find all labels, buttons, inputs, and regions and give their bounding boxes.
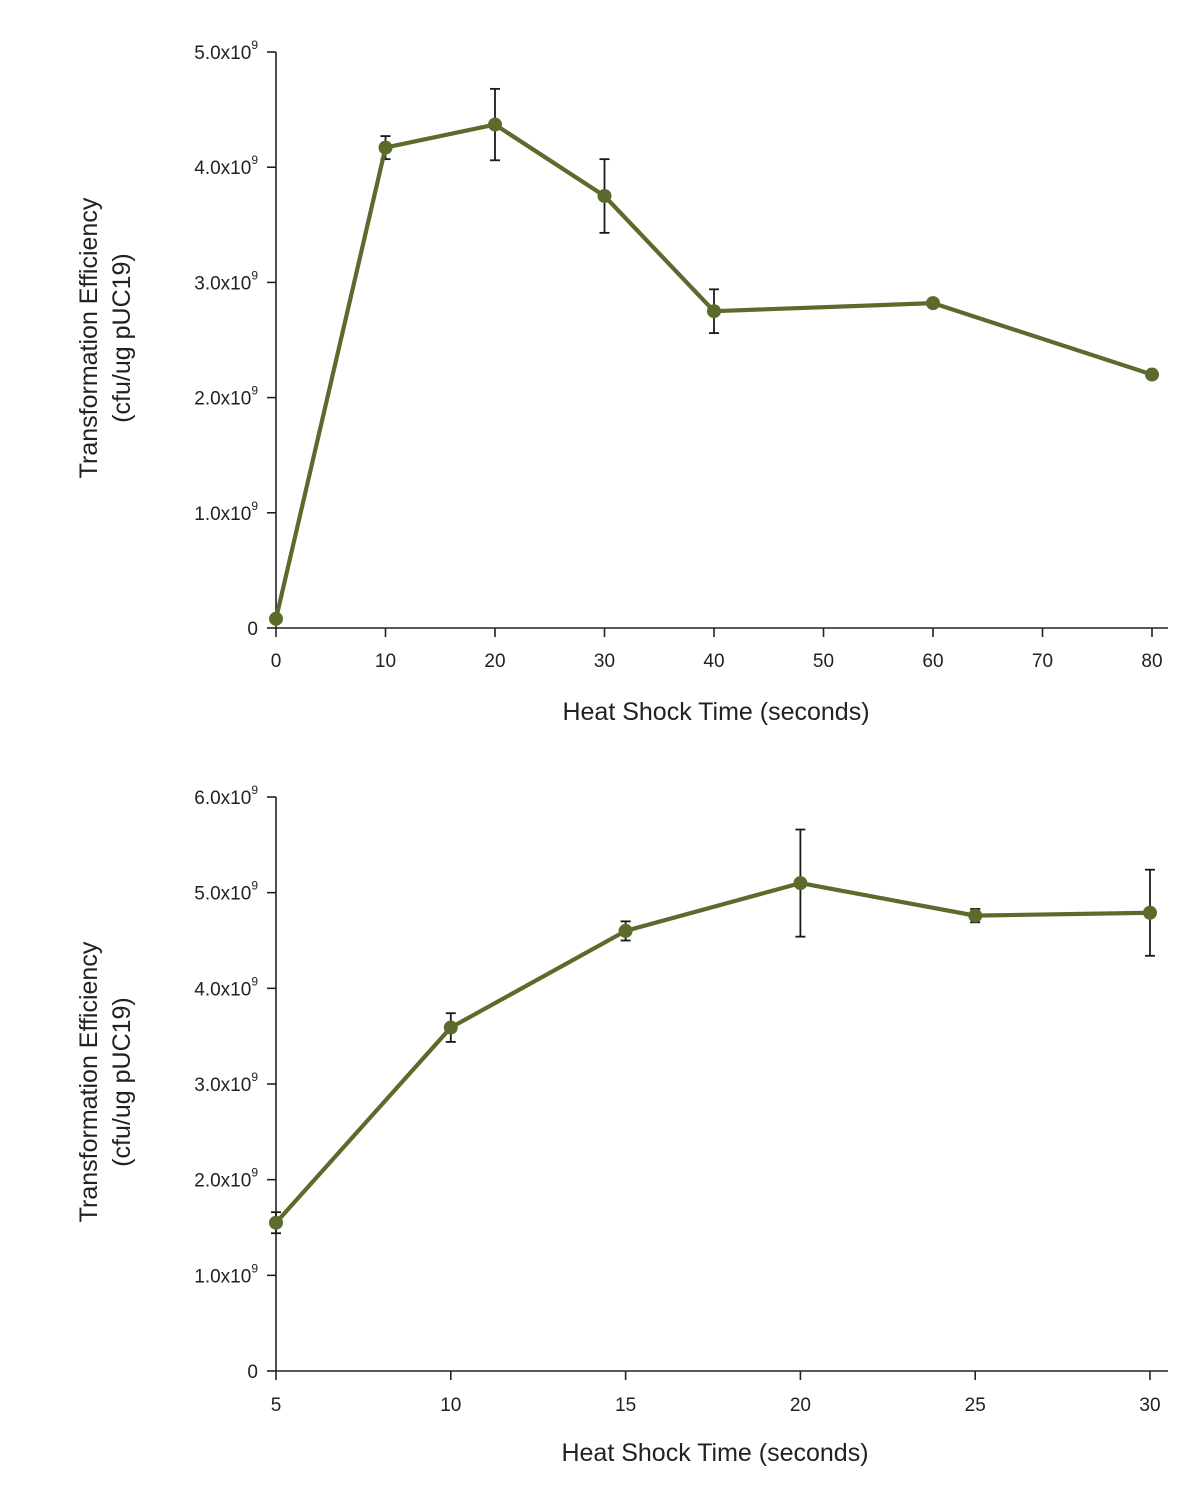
data-point [793,876,808,891]
y-tick-label: 0 [247,619,258,640]
y-tick-label: 4.0x109 [194,153,258,179]
y-tick-label-exponent: 9 [251,879,258,893]
y-axis-title-line1: Transformation Efficiency [75,197,103,478]
y-tick-label-exponent: 9 [251,1261,258,1275]
y-tick-label-base: 4.0x10 [194,158,251,179]
y-tick-label: 1.0x109 [194,499,258,525]
data-point [707,304,721,319]
y-axis-title-line2: (cfu/ug pUC19) [108,997,136,1167]
y-tick-label-base: 5.0x10 [194,43,251,64]
data-point [597,189,612,203]
y-tick-label-exponent: 9 [251,499,258,513]
data-point [968,908,983,923]
x-tick-label: 50 [813,651,834,672]
x-tick-label: 10 [440,1395,461,1416]
y-tick-label: 4.0x109 [194,974,258,1000]
data-point [926,296,940,311]
y-tick-label: 3.0x109 [194,268,258,294]
x-tick-label: 5 [271,1395,282,1416]
x-axis-title: Heat Shock Time (seconds) [562,698,869,726]
y-tick-label-exponent: 9 [251,153,258,167]
y-tick-label: 3.0x109 [194,1070,258,1096]
y-tick-label-base: 0 [247,1362,258,1383]
y-tick-label-exponent: 9 [251,1070,258,1084]
data-point [488,117,502,132]
x-tick-label: 20 [484,651,505,672]
x-tick-label: 70 [1032,651,1053,672]
y-tick-label: 2.0x109 [194,384,258,410]
y-tick-label-exponent: 9 [251,1166,258,1180]
series-line [273,122,1155,621]
x-tick-label: 30 [594,651,615,672]
y-tick-label-base: 4.0x10 [194,979,251,1000]
y-axis-title-line1: Transformation Efficiency [75,941,103,1222]
data-point [443,1020,458,1035]
x-tick-label: 25 [965,1395,986,1416]
x-tick-label: 0 [271,651,282,672]
y-tick-label-base: 2.0x10 [194,1171,251,1192]
y-tick-label-base: 1.0x10 [194,1266,251,1287]
y-tick-label-base: 3.0x10 [194,1075,251,1096]
data-point [618,923,633,938]
y-tick-label-exponent: 9 [251,783,258,797]
y-axis-title-line2: (cfu/ug pUC19) [108,253,136,423]
y-tick-label-exponent: 9 [251,38,258,52]
y-tick-label: 1.0x109 [194,1261,258,1287]
x-axis-title: Heat Shock Time (seconds) [561,1439,868,1467]
y-tick-label-base: 0 [247,619,258,640]
y-tick-label-exponent: 9 [251,268,258,282]
y-tick-label: 5.0x109 [194,879,258,905]
y-tick-label-base: 2.0x10 [194,389,251,410]
data-point [1143,905,1157,920]
x-tick-label: 15 [615,1395,636,1416]
x-tick-label: 10 [375,651,396,672]
y-tick-label-base: 1.0x10 [194,504,251,525]
x-tick-label: 80 [1141,651,1162,672]
x-tick-label: 30 [1139,1395,1160,1416]
y-tick-label-base: 5.0x10 [194,884,251,905]
data-point [378,140,393,155]
y-tick-label-base: 3.0x10 [194,273,251,294]
chart-2: 01.0x1092.0x1093.0x1094.0x1095.0x1096.0x… [75,783,1168,1467]
y-tick-label-exponent: 9 [251,974,258,988]
y-axis-title: Transformation Efficiency (cfu/ug pUC19) [75,197,136,478]
data-point [269,1215,283,1230]
series-line [273,880,1153,1225]
y-tick-label: 0 [247,1362,258,1383]
x-tick-label: 60 [922,651,943,672]
y-tick-label-base: 6.0x10 [194,788,251,809]
y-tick-label: 6.0x109 [194,783,258,809]
x-tick-label: 20 [790,1395,811,1416]
data-point [1145,367,1159,382]
y-axis-title: Transformation Efficiency (cfu/ug pUC19) [75,941,136,1222]
x-tick-label: 40 [703,651,724,672]
y-tick-label: 2.0x109 [194,1166,258,1192]
data-point [269,611,283,626]
y-tick-label-exponent: 9 [251,384,258,398]
y-tick-label: 5.0x109 [194,38,258,64]
